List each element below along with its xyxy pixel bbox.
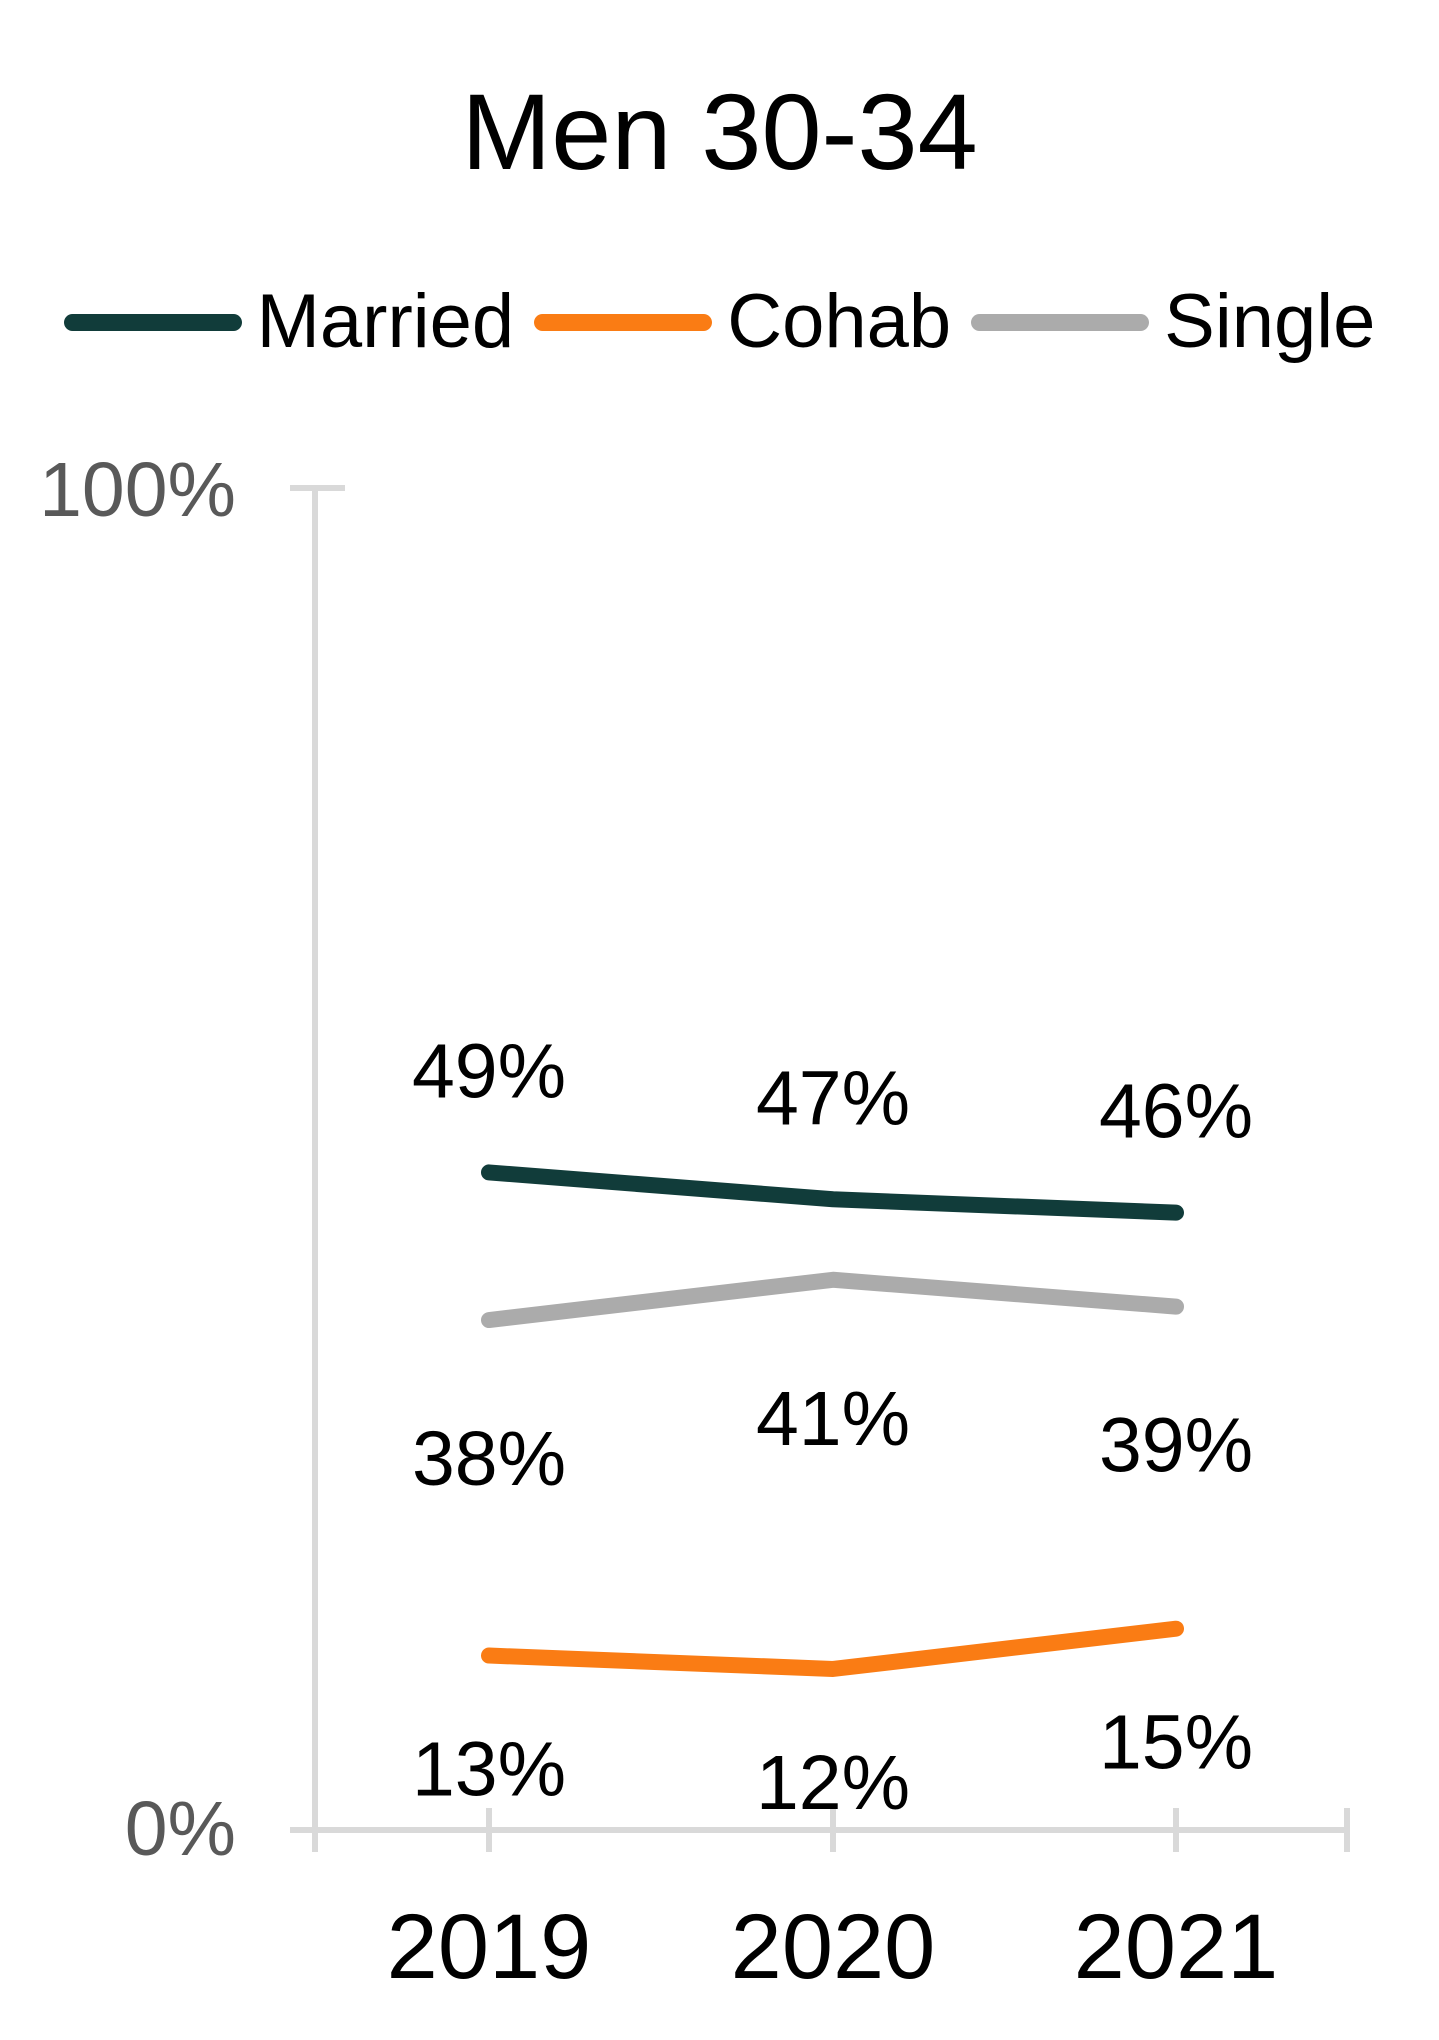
cohab-line (481, 1620, 1184, 1677)
data-label-cohab-2020: 12% (756, 1740, 910, 1826)
y-tick-label-100: 100% (39, 447, 236, 533)
legend-label-cohab: Cohab (727, 279, 952, 364)
x-label-2020: 2020 (731, 1896, 936, 1998)
data-label-married-2021: 46% (1099, 1069, 1253, 1155)
data-label-single-2021: 39% (1099, 1403, 1253, 1489)
legend: Married Cohab Single (0, 272, 1439, 372)
data-label-cohab-2019: 13% (412, 1727, 566, 1813)
legend-item-single: Single (971, 284, 1375, 360)
x-label-2021: 2021 (1074, 1896, 1279, 1998)
legend-label-single: Single (1164, 279, 1376, 364)
married-line-swatch-icon (63, 313, 242, 331)
data-label-single-2020: 41% (756, 1376, 910, 1462)
legend-item-cohab: Cohab (534, 284, 951, 360)
single-line (481, 1271, 1184, 1329)
y-tick-label-0: 0% (125, 1786, 236, 1872)
cohab-line-swatch-icon (534, 313, 713, 331)
legend-item-married: Married (63, 279, 515, 364)
data-label-single-2019: 38% (412, 1416, 566, 1502)
data-label-married-2020: 47% (756, 1055, 910, 1141)
data-label-married-2019: 49% (412, 1028, 566, 1114)
single-line-swatch-icon (971, 313, 1150, 331)
chart-title: Men 30-34 (461, 71, 978, 192)
data-label-cohab-2021: 15% (1099, 1700, 1253, 1786)
x-label-2019: 2019 (387, 1896, 592, 1998)
legend-label-married: Married (256, 279, 515, 364)
married-line (481, 1164, 1184, 1221)
